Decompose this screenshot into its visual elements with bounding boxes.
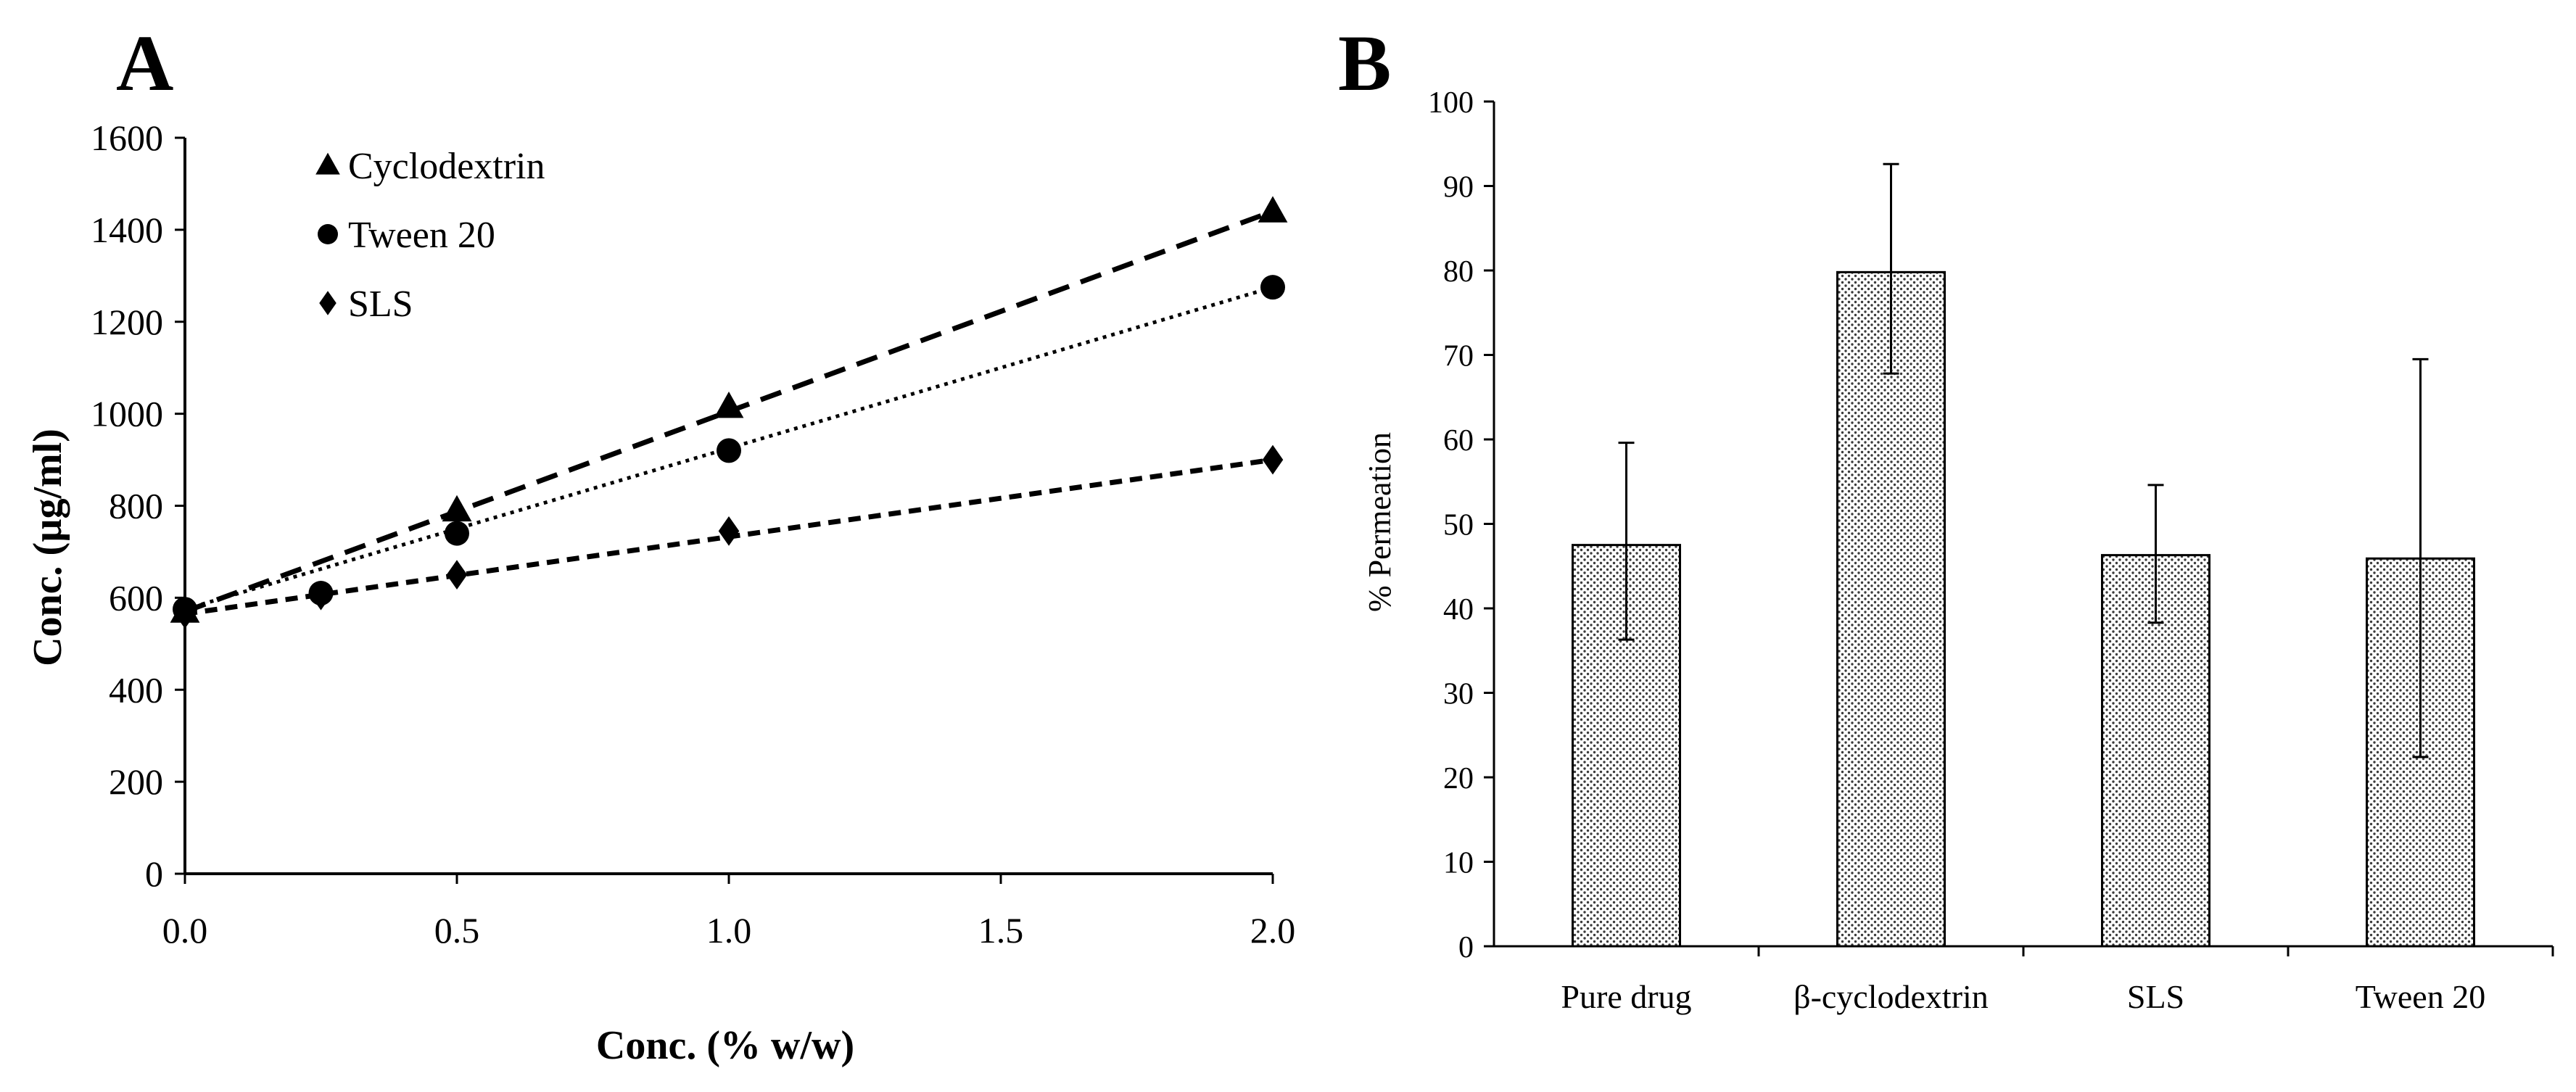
data-point-sls bbox=[446, 560, 468, 590]
panel-b-y-tick-label: 90 bbox=[1443, 171, 1474, 204]
legend-label-cyclodextrin: Cyclodextrin bbox=[348, 146, 545, 187]
panel-b-y-tick-label: 70 bbox=[1443, 340, 1474, 373]
panel-b-y-axis-title: % Permeation bbox=[1362, 432, 1398, 612]
panel-b-label: B bbox=[1338, 19, 1391, 107]
panel-b-y-tick-label: 80 bbox=[1443, 255, 1474, 289]
panel-b-error-bars bbox=[1618, 162, 2429, 758]
panel-a-legend: Cyclodextrin Tween 20 SLS bbox=[315, 146, 545, 325]
data-point-tween-20 bbox=[717, 438, 741, 463]
panel-a-x-tick-label: 2.0 bbox=[1250, 910, 1296, 951]
panel-a-y-axis-title: Conc. (µg/ml) bbox=[25, 429, 70, 666]
panel-b-y-tick-label: 20 bbox=[1443, 762, 1474, 795]
category-label: Pure drug bbox=[1561, 978, 1691, 1015]
legend-marker-sls bbox=[319, 291, 337, 315]
panel-a-y-tick-label: 1600 bbox=[91, 117, 163, 158]
panel-a-markers bbox=[170, 196, 1288, 629]
category-label: SLS bbox=[2127, 978, 2184, 1015]
panel-b-y-tick-label: 0 bbox=[1458, 931, 1474, 964]
panel-b-y-tick-label: 40 bbox=[1443, 593, 1474, 626]
data-point-cyclodextrin bbox=[442, 495, 472, 522]
panel-a-y-tick-label: 200 bbox=[109, 761, 163, 802]
panel-b-bar-chart: B 0 10 20 30 40 50 60 70 80 90 100 Pure drug β-cycl… bbox=[1338, 19, 2554, 1015]
panel-a-label: A bbox=[116, 19, 173, 107]
panel-b-y-tick-label: 100 bbox=[1428, 86, 1474, 120]
panel-b-bars bbox=[1572, 270, 2475, 948]
data-point-tween-20 bbox=[445, 521, 469, 546]
panel-b-y-tick-label: 60 bbox=[1443, 424, 1474, 458]
legend-label-sls: SLS bbox=[348, 284, 413, 325]
panel-a-x-tick-label: 0.0 bbox=[162, 910, 208, 951]
panel-a-x-axis-title: Conc. (% w/w) bbox=[596, 1023, 854, 1068]
data-point-cyclodextrin bbox=[1258, 196, 1288, 223]
data-point-sls bbox=[718, 516, 740, 546]
panel-a-y-tick-label: 1000 bbox=[91, 394, 163, 434]
data-point-tween-20 bbox=[1260, 275, 1285, 300]
legend-marker-tween-20 bbox=[318, 224, 338, 244]
bar-β-cyclodextrin bbox=[1836, 270, 1946, 948]
panel-b-y-tick-label: 30 bbox=[1443, 678, 1474, 711]
legend-label-tween-20: Tween 20 bbox=[348, 215, 495, 256]
category-label: β-cyclodextrin bbox=[1793, 978, 1989, 1015]
panel-b-category-labels: Pure drug β-cyclodextrin SLS Tween 20 bbox=[1561, 978, 2485, 1015]
panel-a-y-tick-label: 0 bbox=[145, 853, 163, 894]
panel-a-x-tick-label: 1.5 bbox=[978, 910, 1024, 951]
panel-a-y-ticks: 0 200 400 600 800 1000 1200 1400 1600 bbox=[91, 117, 185, 894]
panel-a-x-ticks: 0.0 0.5 1.0 1.5 2.0 bbox=[162, 874, 1296, 951]
data-point-sls bbox=[1262, 444, 1284, 475]
panel-a-line-chart: A 0 200 400 600 800 1000 1200 1400 1600 0.0 0.5 1.… bbox=[25, 19, 1295, 1068]
panel-a-x-tick-label: 1.0 bbox=[706, 910, 752, 951]
legend-marker-cyclodextrin bbox=[315, 152, 340, 175]
panel-b-y-tick-label: 50 bbox=[1443, 509, 1474, 542]
data-point-sls bbox=[310, 580, 331, 611]
panel-b-y-tick-label: 10 bbox=[1443, 847, 1474, 880]
panel-a-y-tick-label: 1200 bbox=[91, 302, 163, 342]
panel-a-y-tick-label: 1400 bbox=[91, 210, 163, 250]
category-label: Tween 20 bbox=[2356, 978, 2485, 1015]
panel-a-y-tick-label: 600 bbox=[109, 577, 163, 618]
panel-a-y-tick-label: 400 bbox=[109, 669, 163, 710]
panel-b-y-ticks: 0 10 20 30 40 50 60 70 80 90 100 bbox=[1428, 86, 1494, 964]
data-point-sls bbox=[174, 599, 196, 629]
panel-a-x-tick-label: 0.5 bbox=[434, 910, 480, 951]
data-point-cyclodextrin bbox=[714, 392, 744, 418]
panel-a-y-tick-label: 800 bbox=[109, 486, 163, 526]
